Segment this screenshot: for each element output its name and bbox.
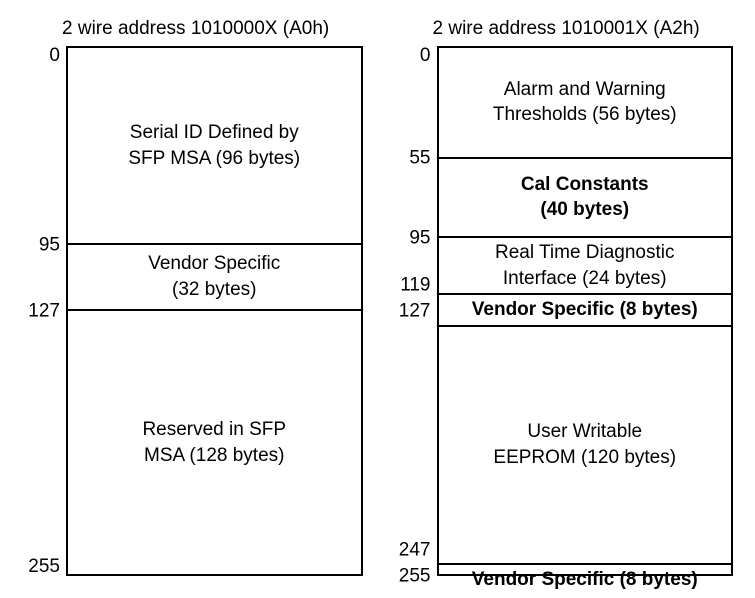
memory-region: Real Time DiagnosticInterface (24 bytes) — [439, 238, 732, 295]
memory-region: User WritableEEPROM (120 bytes) — [439, 327, 732, 565]
address-tick: 0 — [420, 46, 431, 65]
title-a2h: 2 wire address 1010001X (A2h) — [393, 18, 734, 40]
memory-region: Cal Constants(40 bytes) — [439, 159, 732, 238]
memory-region: Vendor Specific(32 bytes) — [68, 245, 361, 311]
memory-region: Vendor Specific (8 bytes) — [439, 565, 732, 595]
region-label-line1: Cal Constants — [521, 172, 649, 198]
diagram-wrap: 2 wire address 1010000X (A0h) 0 95 127 255 … — [0, 0, 755, 598]
region-label-line1: Real Time Diagnostic — [495, 240, 675, 266]
address-tick: 247 — [399, 541, 431, 560]
region-label-line1: Vendor Specific (8 bytes) — [472, 567, 698, 593]
ticks-a0h: 0 95 127 255 — [22, 46, 66, 576]
column-a0h: 2 wire address 1010000X (A0h) 0 95 127 255 … — [22, 18, 363, 576]
body-a0h: 0 95 127 255 Serial ID Defined bySFP MSA (9… — [22, 46, 363, 576]
address-tick: 95 — [409, 228, 430, 247]
region-label-line2: Interface (24 bytes) — [503, 266, 667, 292]
address-tick: 55 — [409, 148, 430, 167]
region-label-line1: Vendor Specific — [148, 251, 280, 277]
memory-map-a2h: Alarm and WarningThresholds (56 bytes)Ca… — [437, 46, 734, 576]
region-label-line1: User Writable — [527, 419, 642, 445]
address-tick: 127 — [399, 302, 431, 321]
ticks-a2h: 05595119127247255 — [393, 46, 437, 576]
column-a2h: 2 wire address 1010001X (A2h) 0 55 95 119 12… — [393, 18, 734, 576]
region-label-line2: MSA (128 bytes) — [144, 443, 284, 469]
memory-region: Vendor Specific (8 bytes) — [439, 295, 732, 327]
address-tick: 255 — [28, 557, 60, 576]
region-label-line2: (40 bytes) — [540, 197, 629, 223]
memory-map-a0h: Serial ID Defined bySFP MSA (96 bytes)Ve… — [66, 46, 363, 576]
body-a2h: 05595119127247255 Alarm and WarningThres… — [393, 46, 734, 576]
memory-region: Reserved in SFPMSA (128 bytes) — [68, 311, 361, 574]
region-label-line1: Alarm and Warning — [504, 77, 666, 103]
address-tick: 127 — [28, 302, 60, 321]
address-tick: 255 — [399, 567, 431, 586]
region-label-line1: Vendor Specific (8 bytes) — [472, 297, 698, 323]
region-label-line2: Thresholds (56 bytes) — [493, 102, 677, 128]
region-label-line1: Reserved in SFP — [142, 417, 286, 443]
region-label-line2: SFP MSA (96 bytes) — [128, 146, 300, 172]
region-label-line2: EEPROM (120 bytes) — [493, 445, 676, 471]
address-tick: 95 — [39, 235, 60, 254]
region-label-line2: (32 bytes) — [172, 277, 256, 303]
region-label-line1: Serial ID Defined by — [130, 120, 299, 146]
address-tick: 119 — [400, 276, 430, 295]
address-tick: 0 — [49, 46, 60, 65]
title-a0h: 2 wire address 1010000X (A0h) — [22, 18, 363, 40]
memory-region: Alarm and WarningThresholds (56 bytes) — [439, 48, 732, 159]
memory-region: Serial ID Defined bySFP MSA (96 bytes) — [68, 48, 361, 245]
